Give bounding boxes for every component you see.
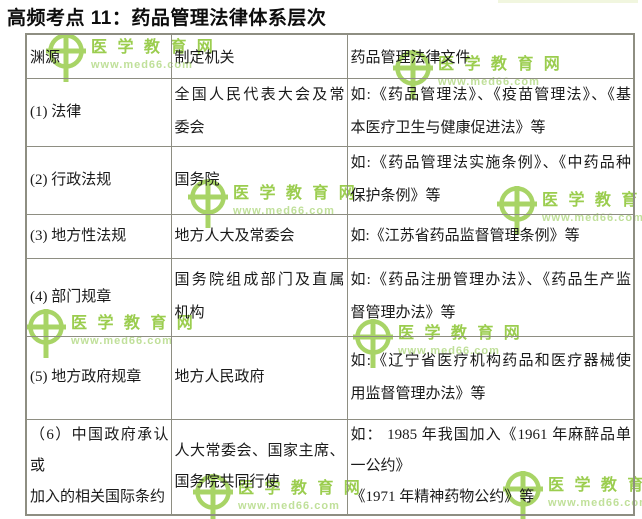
cell-documents: 如:《药品管理法实施条例》、《中药品种 保护条例》等 [346, 145, 635, 215]
table-header-row: 渊源 制定机关 药品管理法律文件 [25, 33, 635, 79]
cell-documents: 如:《药品管理法》、《疫苗管理法》、《基 本医疗卫生与健康促进法》等 [346, 77, 635, 147]
cell-line: 如:《辽宁省医疗机构药品和医疗器械使 [350, 352, 632, 369]
cell-line: (4) 部门规章 [30, 288, 112, 305]
cell-documents: 如:《江苏省药品监督管理条例》等 [346, 213, 635, 259]
header-label: 制定机关 [174, 49, 235, 66]
cell-line: 地方人民政府 [174, 369, 265, 385]
header-label: 渊源 [30, 49, 61, 66]
cell-source: (3) 地方性法规 [25, 213, 172, 259]
table-row: (5) 地方政府规章 地方人民政府 如:《辽宁省医疗机构药品和医疗器械使 用监督… [25, 335, 635, 420]
cell-line: (2) 行政法规 [30, 171, 112, 188]
cell-source: (2) 行政法规 [25, 145, 172, 215]
cell-source: （6）中国政府承认或 加入的相关国际条约 [25, 418, 172, 516]
legal-system-table: 渊源 制定机关 药品管理法律文件 (1) 法律 全国人民代表大会及常 委会 如:… [25, 33, 635, 516]
cell-line: 委会 [174, 120, 205, 136]
page-title: 高频考点 11：药品管理法律体系层次 [7, 8, 327, 29]
cell-line: 如:《江苏省药品监督管理条例》等 [350, 227, 580, 244]
cell-authority: 地方人大及常委会 [170, 213, 348, 259]
cell-line: (3) 地方性法规 [30, 227, 127, 244]
cell-line: 《1971 年精神药物公约》等 [350, 489, 535, 506]
cell-line: 本医疗卫生与健康促进法》等 [350, 120, 546, 136]
cell-line: 国务院 [174, 171, 220, 188]
cell-line: 地方人大及常委会 [174, 227, 295, 244]
cell-documents: 如： 1985 年我国加入《1961 年麻醉品单 一公约》 《1971 年精神药… [346, 418, 635, 516]
cell-documents: 如:《药品注册管理办法》、《药品生产监 督管理办法》等 [346, 257, 635, 337]
cell-line: 国务院共同行使 [174, 473, 280, 490]
cell-line: 如:《药品管理法》、《疫苗管理法》、《基 [350, 87, 632, 103]
cell-authority: 国务院 [170, 145, 348, 215]
cell-line: 全国人民代表大会及常 [174, 87, 345, 103]
cell-line: 机构 [174, 305, 205, 321]
header-cell-documents: 药品管理法律文件 [346, 33, 635, 79]
table-row: (4) 部门规章 国务院组成部门及直属 机构 如:《药品注册管理办法》、《药品生… [25, 257, 635, 337]
cell-line: 用监督管理办法》等 [350, 385, 486, 402]
cell-source: (4) 部门规章 [25, 257, 172, 337]
cell-line: 一公约》 [350, 458, 411, 475]
cell-authority: 人大常委会、国家主席、 国务院共同行使 [170, 418, 348, 516]
cell-line: 国务院组成部门及直属 [174, 272, 345, 288]
cell-line: （6）中国政府承认或 [30, 427, 169, 475]
header-label: 药品管理法律文件 [350, 49, 471, 66]
cell-line: (1) 法律 [30, 103, 82, 120]
cell-line: 如:《药品管理法实施条例》、《中药品种 [350, 155, 632, 171]
page-edge-artifact [498, 0, 638, 3]
cell-line: 加入的相关国际条约 [30, 489, 166, 506]
cell-source: (5) 地方政府规章 [25, 335, 172, 420]
cell-authority: 地方人民政府 [170, 335, 348, 420]
cell-line: 人大常委会、国家主席、 [174, 442, 345, 459]
header-cell-authority: 制定机关 [170, 33, 348, 79]
cell-line: 如： 1985 年我国加入《1961 年麻醉品单 [350, 427, 632, 444]
table-row: （6）中国政府承认或 加入的相关国际条约 人大常委会、国家主席、 国务院共同行使… [25, 418, 635, 516]
cell-line: 如:《药品注册管理办法》、《药品生产监 [350, 272, 632, 288]
cell-line: (5) 地方政府规章 [30, 369, 142, 385]
cell-source: (1) 法律 [25, 77, 172, 147]
cell-line: 督管理办法》等 [350, 305, 456, 321]
cell-documents: 如:《辽宁省医疗机构药品和医疗器械使 用监督管理办法》等 [346, 335, 635, 420]
header-cell-source: 渊源 [25, 33, 172, 79]
table-row: (3) 地方性法规 地方人大及常委会 如:《江苏省药品监督管理条例》等 [25, 213, 635, 259]
table-row: (2) 行政法规 国务院 如:《药品管理法实施条例》、《中药品种 保护条例》等 [25, 145, 635, 215]
table-row: (1) 法律 全国人民代表大会及常 委会 如:《药品管理法》、《疫苗管理法》、《… [25, 77, 635, 147]
cell-authority: 国务院组成部门及直属 机构 [170, 257, 348, 337]
cell-line: 保护条例》等 [350, 188, 441, 204]
cell-authority: 全国人民代表大会及常 委会 [170, 77, 348, 147]
